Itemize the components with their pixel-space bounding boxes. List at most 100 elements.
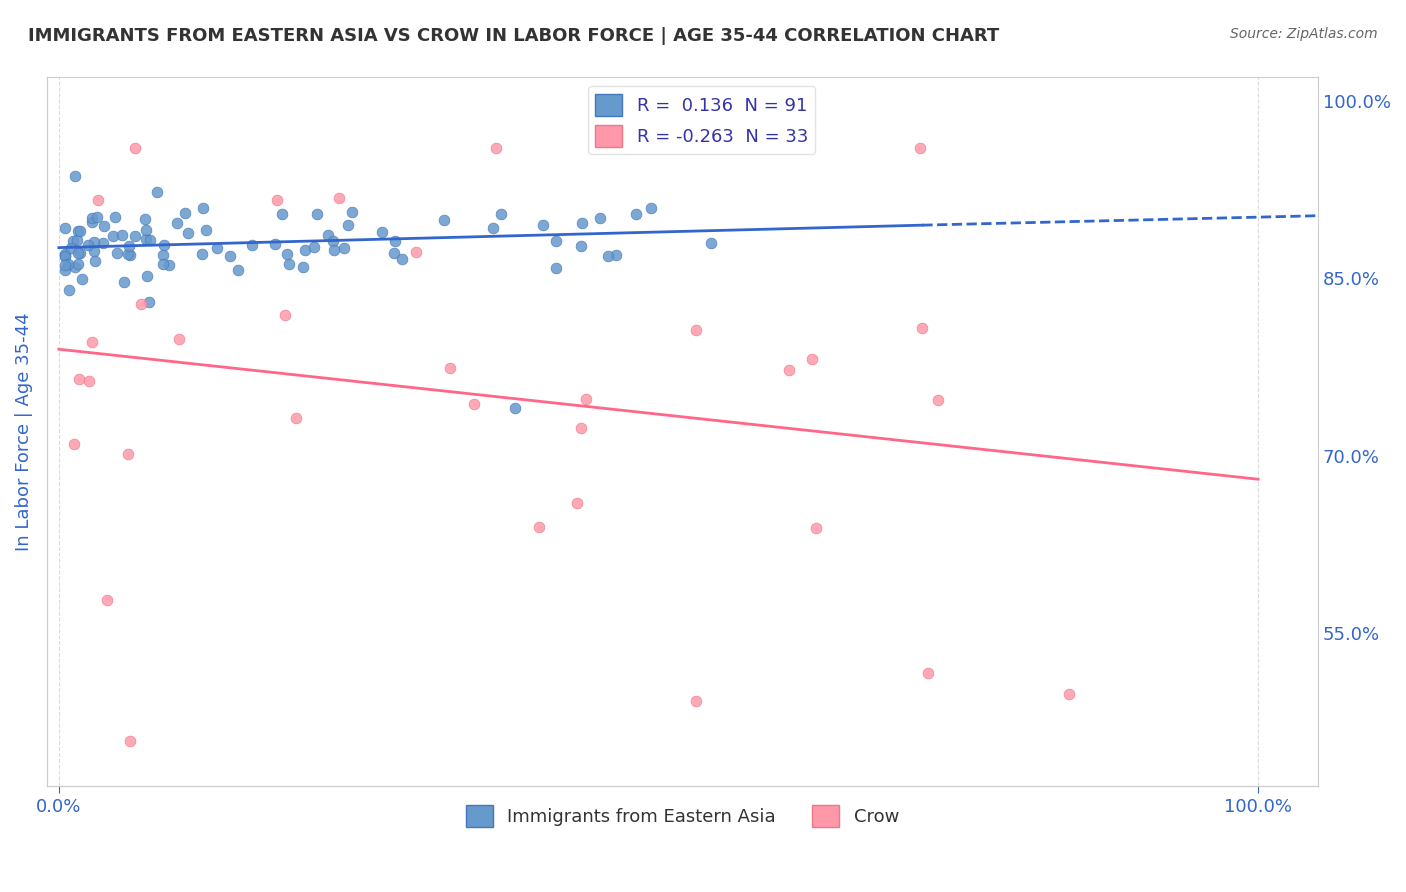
Point bbox=[105, 246, 128, 260]
Point bbox=[63, 260, 86, 274]
Point bbox=[83, 254, 105, 268]
Point bbox=[278, 257, 301, 271]
Point bbox=[544, 234, 567, 248]
Point bbox=[596, 249, 619, 263]
Point bbox=[640, 202, 662, 216]
Point bbox=[801, 351, 824, 366]
Point bbox=[195, 223, 218, 237]
Point bbox=[136, 268, 159, 283]
Point bbox=[67, 224, 90, 238]
Point bbox=[546, 261, 568, 276]
Point bbox=[806, 521, 828, 535]
Point bbox=[103, 210, 125, 224]
Point bbox=[439, 360, 461, 375]
Point bbox=[917, 665, 939, 680]
Point bbox=[911, 321, 934, 335]
Point bbox=[340, 205, 363, 219]
Point bbox=[152, 257, 174, 271]
Point bbox=[384, 234, 406, 248]
Point bbox=[174, 206, 197, 220]
Point bbox=[159, 259, 181, 273]
Point bbox=[118, 239, 141, 253]
Point bbox=[927, 392, 949, 407]
Point bbox=[80, 334, 103, 349]
Point bbox=[87, 193, 110, 207]
Text: Source: ZipAtlas.com: Source: ZipAtlas.com bbox=[1230, 27, 1378, 41]
Point bbox=[284, 410, 307, 425]
Point bbox=[1057, 687, 1080, 701]
Point bbox=[575, 392, 598, 406]
Point bbox=[433, 213, 456, 227]
Point bbox=[63, 169, 86, 183]
Point bbox=[191, 246, 214, 260]
Point bbox=[567, 496, 589, 510]
Point bbox=[53, 258, 76, 272]
Point bbox=[531, 218, 554, 232]
Point bbox=[626, 207, 648, 221]
Point bbox=[86, 211, 108, 225]
Point bbox=[503, 401, 526, 416]
Point bbox=[53, 263, 76, 277]
Point bbox=[219, 249, 242, 263]
Point bbox=[69, 224, 91, 238]
Point bbox=[138, 233, 160, 247]
Point bbox=[193, 202, 215, 216]
Point bbox=[569, 238, 592, 252]
Point bbox=[146, 185, 169, 199]
Point bbox=[485, 141, 508, 155]
Point bbox=[111, 227, 134, 242]
Point bbox=[489, 206, 512, 220]
Point bbox=[266, 194, 288, 208]
Point bbox=[53, 249, 76, 263]
Point bbox=[83, 244, 105, 259]
Point bbox=[207, 241, 229, 255]
Point bbox=[53, 246, 76, 260]
Point bbox=[83, 235, 105, 250]
Point bbox=[527, 520, 550, 534]
Text: IMMIGRANTS FROM EASTERN ASIA VS CROW IN LABOR FORCE | AGE 35-44 CORRELATION CHAR: IMMIGRANTS FROM EASTERN ASIA VS CROW IN … bbox=[28, 27, 1000, 45]
Point bbox=[129, 297, 152, 311]
Point bbox=[120, 248, 142, 262]
Point bbox=[114, 275, 136, 289]
Point bbox=[316, 228, 339, 243]
Point bbox=[589, 211, 612, 226]
Point bbox=[699, 235, 721, 250]
Point bbox=[134, 211, 156, 226]
Point bbox=[124, 229, 146, 244]
Point bbox=[302, 240, 325, 254]
Point bbox=[382, 246, 405, 260]
Point bbox=[778, 363, 800, 377]
Y-axis label: In Labor Force | Age 35-44: In Labor Force | Age 35-44 bbox=[15, 313, 32, 551]
Point bbox=[605, 248, 627, 262]
Point bbox=[571, 217, 593, 231]
Point bbox=[333, 241, 356, 255]
Point bbox=[117, 447, 139, 461]
Point bbox=[58, 284, 80, 298]
Point bbox=[240, 238, 263, 252]
Point bbox=[138, 295, 160, 310]
Point bbox=[56, 257, 79, 271]
Point bbox=[152, 238, 174, 252]
Point bbox=[53, 249, 76, 263]
Point bbox=[167, 332, 190, 346]
Point bbox=[328, 191, 350, 205]
Point bbox=[77, 374, 100, 388]
Point bbox=[226, 263, 249, 277]
Point bbox=[135, 232, 157, 246]
Point bbox=[294, 243, 316, 257]
Point bbox=[908, 141, 931, 155]
Point bbox=[96, 593, 118, 607]
Point bbox=[463, 397, 485, 411]
Point bbox=[117, 247, 139, 261]
Point bbox=[67, 257, 90, 271]
Point bbox=[391, 252, 413, 267]
Point bbox=[66, 233, 89, 247]
Point bbox=[166, 216, 188, 230]
Point bbox=[101, 228, 124, 243]
Point bbox=[177, 226, 200, 240]
Point bbox=[67, 245, 90, 260]
Legend: Immigrants from Eastern Asia, Crow: Immigrants from Eastern Asia, Crow bbox=[458, 797, 907, 834]
Point bbox=[80, 211, 103, 225]
Point bbox=[371, 225, 394, 239]
Point bbox=[93, 219, 115, 233]
